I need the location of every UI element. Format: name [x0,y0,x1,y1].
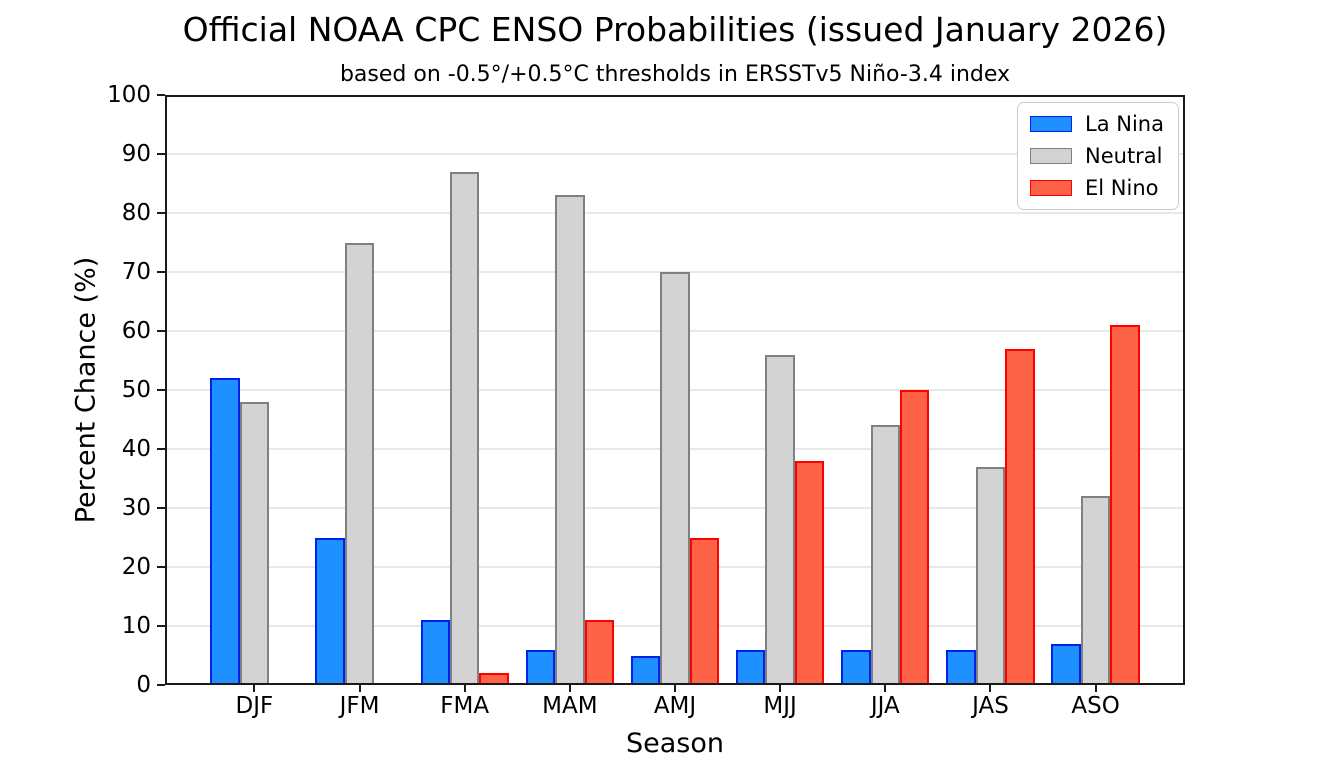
bar-el-nino-FMA [479,673,509,685]
bar-neutral-JFM [344,242,375,685]
bar-neutral-ASO [1080,496,1111,685]
y-tick-label-70: 70 [121,259,151,285]
x-tick-label-ASO: ASO [1071,693,1120,719]
y-tick-label-50: 50 [121,377,151,403]
bar-neutral-AMJ [660,272,690,685]
y-tick-mark-30 [157,507,165,509]
y-tick-label-80: 80 [121,200,151,226]
bar-la-nina-JJA [841,649,871,685]
chart-title: Official NOAA CPC ENSO Probabilities (is… [182,10,1168,49]
y-tick-mark-70 [157,271,165,273]
x-tick-label-JFM: JFM [339,693,380,719]
bar-la-nina-MAM [525,649,556,685]
y-tick-label-60: 60 [121,318,151,344]
x-tick-label-JAS: JAS [972,693,1009,719]
bar-el-nino-JJA [900,390,930,685]
bar-la-nina-MJJ [735,649,766,685]
x-tick-label-DJF: DJF [235,693,274,719]
chart-subtitle: based on -0.5°/+0.5°C thresholds in ERSS… [339,62,1011,87]
y-tick-mark-40 [157,448,165,450]
bar-el-nino-DJF [269,683,299,685]
y-tick-label-100: 100 [107,82,151,108]
bar-la-nina-JAS [946,649,976,685]
legend-row-el-nino: El Nino [1030,176,1164,200]
x-tick-mark-FMA [463,685,466,692]
y-tick-mark-10 [157,625,165,627]
x-tick-mark-JAS [989,685,992,692]
y-tick-mark-0 [157,684,165,686]
bar-el-nino-AMJ [689,537,720,685]
y-tick-mark-80 [157,212,165,214]
bar-la-nina-ASO [1051,643,1081,685]
bar-neutral-DJF [239,401,270,685]
bar-neutral-JJA [870,425,901,685]
y-tick-mark-100 [157,94,165,96]
x-tick-label-FMA: FMA [440,693,490,719]
y-tick-mark-20 [157,566,165,568]
x-tick-mark-JFM [358,685,361,692]
gridline-90 [165,153,1185,155]
bar-el-nino-MAM [584,620,614,685]
y-tick-mark-90 [157,153,165,155]
legend-label-neutral: Neutral [1085,144,1163,168]
legend-row-la-nina: La Nina [1030,112,1164,136]
bar-la-nina-AMJ [630,655,661,685]
y-tick-label-10: 10 [121,613,151,639]
legend: La Nina Neutral El Nino [1017,102,1179,210]
x-tick-mark-DJF [253,685,256,692]
legend-label-la-nina: La Nina [1085,112,1164,136]
x-tick-label-MJJ: MJJ [763,693,797,719]
y-tick-label-0: 0 [136,672,151,698]
bar-neutral-MJJ [765,354,795,685]
x-tick-mark-AMJ [674,685,676,692]
bar-el-nino-MJJ [794,460,825,685]
x-tick-mark-ASO [1094,685,1097,692]
y-tick-mark-50 [157,389,165,391]
x-tick-mark-MJJ [779,685,782,692]
x-tick-mark-JJA [884,685,887,692]
y-axis-label: Percent Chance (%) [70,256,102,524]
bar-la-nina-JFM [315,537,345,685]
legend-swatch-neutral [1030,148,1072,164]
x-tick-label-AMJ: AMJ [653,693,697,719]
bar-la-nina-DJF [210,378,240,685]
legend-row-neutral: Neutral [1030,144,1164,168]
gridline-80 [165,212,1185,214]
y-tick-label-30: 30 [121,495,151,521]
y-tick-label-20: 20 [121,554,151,580]
y-tick-label-40: 40 [121,436,151,462]
x-axis-label: Season [626,728,724,759]
x-tick-label-MAM: MAM [542,693,598,719]
x-tick-label-JJA: JJA [870,693,900,719]
bar-neutral-FMA [449,171,480,685]
legend-swatch-la-nina [1030,116,1072,132]
x-tick-mark-MAM [568,685,571,692]
y-tick-label-90: 90 [121,141,151,167]
bar-el-nino-JAS [1005,348,1035,685]
plot-area [165,95,1185,685]
bar-el-nino-ASO [1110,325,1140,685]
y-tick-mark-60 [157,330,165,332]
legend-label-el-nino: El Nino [1085,176,1159,200]
bar-neutral-MAM [555,195,585,685]
bar-neutral-JAS [975,466,1006,685]
legend-swatch-el-nino [1030,180,1072,196]
bar-la-nina-FMA [420,620,450,685]
bar-el-nino-JFM [374,683,404,685]
